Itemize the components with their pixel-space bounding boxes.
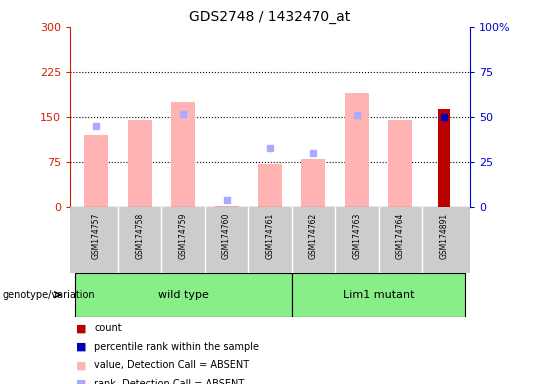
Bar <box>75 273 292 317</box>
Text: GSM174759: GSM174759 <box>179 213 187 259</box>
Text: ■: ■ <box>76 342 86 352</box>
Bar <box>388 120 412 207</box>
Text: ■: ■ <box>76 360 86 370</box>
Text: GDS2748 / 1432470_at: GDS2748 / 1432470_at <box>190 10 350 23</box>
Bar <box>171 102 195 207</box>
Text: value, Detection Call = ABSENT: value, Detection Call = ABSENT <box>94 360 249 370</box>
Text: GSM174763: GSM174763 <box>353 213 361 259</box>
Text: GSM174761: GSM174761 <box>266 213 274 259</box>
Bar <box>214 206 239 207</box>
Text: count: count <box>94 323 122 333</box>
Bar <box>301 159 326 207</box>
Bar <box>438 109 450 207</box>
Bar <box>84 135 108 207</box>
Text: ■: ■ <box>76 379 86 384</box>
Text: percentile rank within the sample: percentile rank within the sample <box>94 342 260 352</box>
Text: genotype/variation: genotype/variation <box>3 290 96 300</box>
Text: GSM174762: GSM174762 <box>309 213 318 259</box>
Text: GSM174764: GSM174764 <box>396 213 405 259</box>
Text: GSM174758: GSM174758 <box>135 213 144 259</box>
Text: Lim1 mutant: Lim1 mutant <box>343 290 414 300</box>
Text: GSM174891: GSM174891 <box>439 213 448 259</box>
Text: ■: ■ <box>76 323 86 333</box>
Bar <box>292 273 465 317</box>
Text: wild type: wild type <box>158 290 208 300</box>
Bar <box>258 164 282 207</box>
Text: GSM174757: GSM174757 <box>92 213 101 259</box>
Text: GSM174760: GSM174760 <box>222 213 231 259</box>
Bar <box>128 120 152 207</box>
Text: rank, Detection Call = ABSENT: rank, Detection Call = ABSENT <box>94 379 245 384</box>
Bar <box>345 93 369 207</box>
